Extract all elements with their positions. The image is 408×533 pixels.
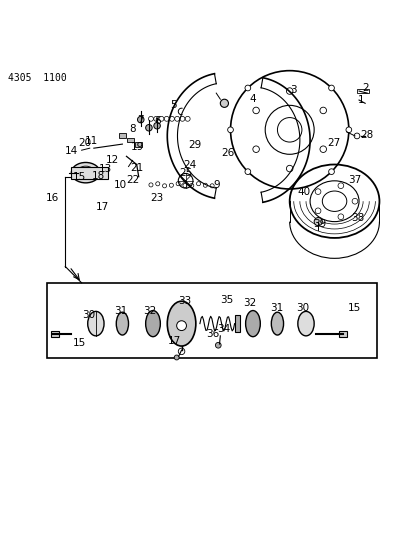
Text: 30: 30 — [296, 303, 309, 313]
Ellipse shape — [246, 311, 260, 337]
Bar — [51, 330, 59, 337]
Text: 30: 30 — [82, 310, 95, 320]
Bar — [235, 316, 240, 332]
Circle shape — [338, 183, 344, 189]
Text: 34: 34 — [217, 324, 230, 334]
Text: 38: 38 — [352, 213, 365, 223]
Text: 6: 6 — [154, 116, 160, 126]
Circle shape — [352, 198, 358, 204]
Circle shape — [228, 127, 233, 133]
Text: 27: 27 — [327, 138, 340, 148]
Bar — [47, 283, 377, 358]
Bar — [119, 133, 126, 139]
Text: 18: 18 — [92, 171, 105, 181]
Text: 17: 17 — [95, 203, 109, 212]
Text: 31: 31 — [270, 303, 283, 313]
Text: 17: 17 — [168, 336, 181, 346]
Text: 5: 5 — [170, 100, 177, 110]
Circle shape — [315, 189, 321, 195]
Text: 15: 15 — [73, 338, 86, 348]
Circle shape — [315, 208, 321, 214]
Text: 7: 7 — [137, 116, 144, 125]
Text: 23: 23 — [151, 193, 164, 203]
Bar — [357, 89, 369, 93]
Text: 35: 35 — [220, 295, 233, 305]
Ellipse shape — [116, 312, 129, 335]
Text: 15: 15 — [73, 172, 86, 182]
Bar — [127, 138, 134, 142]
Text: 19: 19 — [131, 142, 144, 152]
Text: 33: 33 — [178, 296, 191, 306]
Text: 16: 16 — [46, 193, 59, 203]
Text: 24: 24 — [183, 159, 196, 169]
Circle shape — [174, 355, 179, 360]
Text: 1: 1 — [358, 95, 364, 105]
Circle shape — [346, 127, 352, 133]
Text: 15: 15 — [348, 303, 361, 313]
Circle shape — [329, 169, 335, 174]
Ellipse shape — [298, 311, 314, 336]
Text: 36: 36 — [206, 329, 220, 339]
Text: 25: 25 — [179, 168, 192, 177]
Text: 37: 37 — [348, 175, 361, 185]
Text: 21: 21 — [130, 163, 143, 173]
Text: 13: 13 — [99, 164, 112, 174]
Text: 20: 20 — [78, 138, 91, 148]
Text: 32: 32 — [244, 298, 257, 308]
Text: 4: 4 — [250, 94, 256, 104]
Circle shape — [329, 85, 335, 91]
Ellipse shape — [71, 163, 100, 183]
Ellipse shape — [146, 311, 160, 337]
Text: 26: 26 — [221, 148, 234, 158]
Text: 32: 32 — [144, 306, 157, 317]
Text: 3: 3 — [290, 85, 297, 95]
Bar — [71, 166, 108, 179]
Ellipse shape — [271, 312, 284, 335]
Text: 31: 31 — [114, 306, 127, 317]
Circle shape — [220, 99, 228, 107]
Bar — [135, 142, 142, 147]
Circle shape — [215, 342, 221, 348]
Circle shape — [338, 214, 344, 220]
Text: 28: 28 — [360, 130, 373, 140]
Circle shape — [177, 321, 186, 330]
Text: 2: 2 — [362, 83, 368, 93]
Text: 10: 10 — [114, 180, 127, 190]
Text: 22: 22 — [126, 175, 139, 185]
Text: 11: 11 — [85, 136, 98, 146]
Ellipse shape — [167, 301, 196, 346]
Circle shape — [154, 123, 160, 129]
Text: 39: 39 — [314, 219, 327, 229]
Circle shape — [146, 125, 152, 131]
Bar — [339, 330, 347, 337]
Text: 14: 14 — [65, 147, 78, 157]
Circle shape — [137, 116, 144, 123]
Text: 8: 8 — [129, 124, 136, 134]
Circle shape — [245, 169, 251, 174]
Text: 9: 9 — [213, 180, 220, 190]
Circle shape — [314, 217, 322, 225]
Ellipse shape — [88, 311, 104, 336]
Text: 29: 29 — [188, 140, 202, 150]
Text: 4305  1100: 4305 1100 — [8, 72, 67, 83]
Text: 12: 12 — [106, 155, 119, 165]
Text: 40: 40 — [297, 187, 310, 197]
Circle shape — [245, 85, 251, 91]
